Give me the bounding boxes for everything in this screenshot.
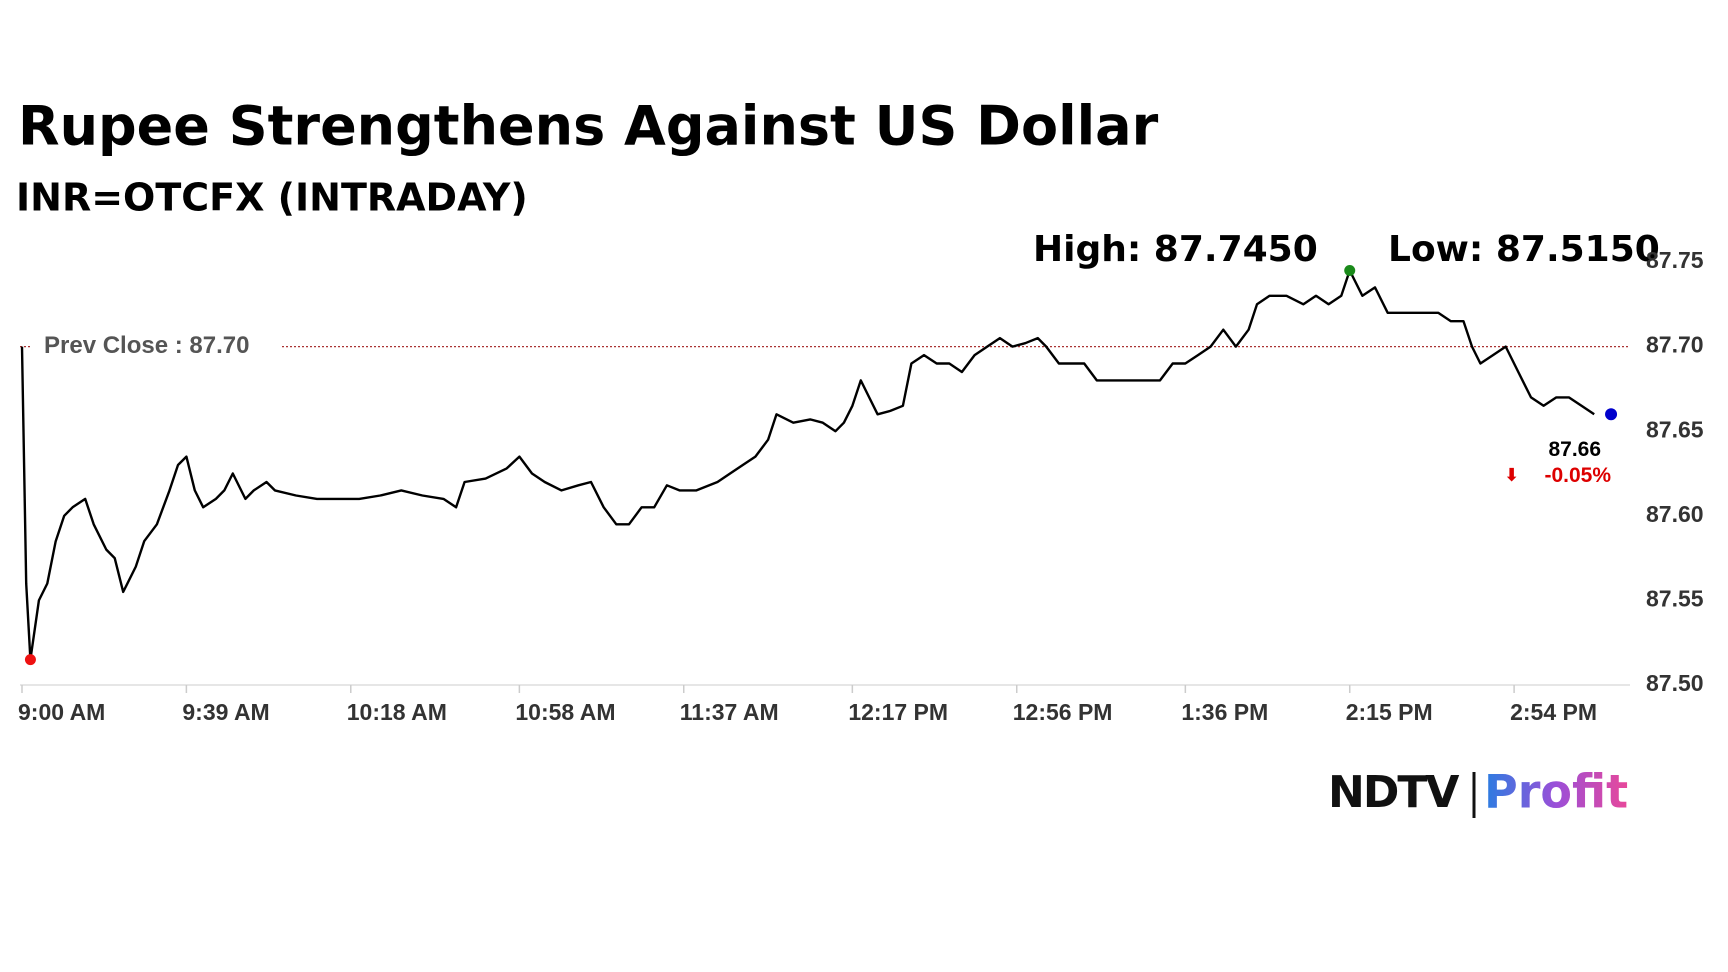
x-tick-label: 9:39 AM xyxy=(182,699,269,725)
low-dot xyxy=(24,654,36,666)
price-line xyxy=(20,269,1595,661)
last-label: 87.66 xyxy=(1548,438,1601,461)
x-tick-label: 10:58 AM xyxy=(515,699,615,725)
x-tick-label: 12:56 PM xyxy=(1013,699,1113,725)
x-tick-label: 1:36 PM xyxy=(1181,699,1268,725)
y-tick-label: 87.60 xyxy=(1646,501,1704,527)
x-tick-label: 11:37 AM xyxy=(680,699,779,725)
x-tick-label: 2:15 PM xyxy=(1346,699,1433,725)
high-label: High: 87.7450 xyxy=(1033,229,1318,270)
x-tick-label: 10:18 AM xyxy=(347,699,447,725)
y-tick-label: 87.65 xyxy=(1646,416,1704,442)
prev-close-label: Prev Close : 87.70 xyxy=(44,332,249,359)
last-dot xyxy=(1605,408,1618,421)
change-arrow: ⬇ xyxy=(1504,465,1519,485)
x-tick-label: 9:00 AM xyxy=(18,699,105,725)
y-tick-label: 87.70 xyxy=(1646,332,1704,358)
y-tick-label: 87.75 xyxy=(1646,247,1704,273)
chart-title: Rupee Strengthens Against US Dollar xyxy=(18,95,1159,158)
change-label: -0.05% xyxy=(1545,464,1612,487)
brand-right: Profit xyxy=(1484,765,1628,819)
x-tick-label: 12:17 PM xyxy=(848,699,948,725)
y-tick-label: 87.55 xyxy=(1646,585,1704,611)
x-tick-label: 2:54 PM xyxy=(1510,699,1597,725)
y-tick-label: 87.50 xyxy=(1646,670,1704,696)
high-dot xyxy=(1344,264,1356,276)
brand-left: NDTV xyxy=(1328,767,1459,818)
low-label: Low: 87.5150 xyxy=(1388,229,1660,270)
chart-subtitle: INR=OTCFX (INTRADAY) xyxy=(16,176,528,220)
